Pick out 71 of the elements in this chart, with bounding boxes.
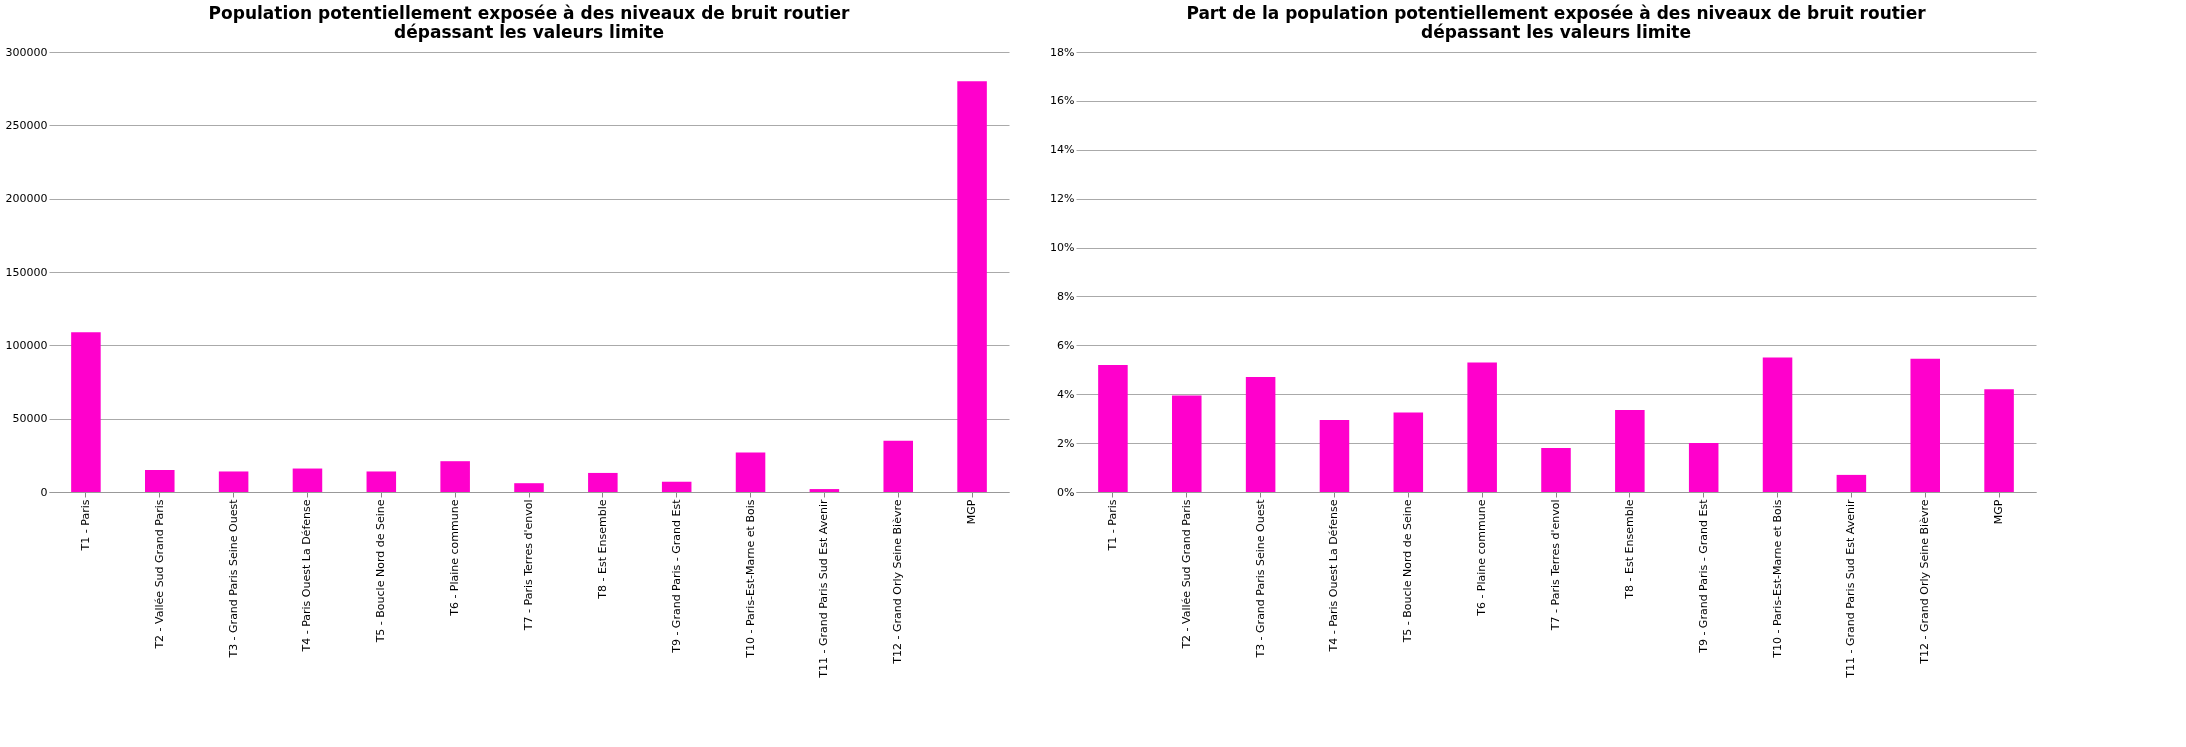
- bar: [1984, 389, 2014, 492]
- y-tick-label: 150000: [5, 265, 48, 279]
- x-tick-label: T12 - Grand Orly Seine Bièvre: [891, 499, 905, 665]
- y-tick-label: 4%: [1057, 387, 1075, 401]
- bar: [661, 481, 692, 492]
- bar: [1393, 412, 1424, 492]
- chart-title: Population potentiellement exposée à des niveaux de bruit routier dépassant les valeurs limite: [208, 3, 850, 42]
- bar: [1467, 362, 1497, 492]
- bar: [145, 470, 175, 492]
- y-tick-label: 100000: [5, 338, 48, 352]
- bar: [1615, 410, 1645, 492]
- x-tick-label: T11 - Grand Paris Sud Est Avenir: [817, 499, 831, 679]
- bar: [1098, 364, 1128, 492]
- x-tick-label: MGP: [965, 499, 979, 525]
- x-tick-label: T9 - Grand Paris - Grand Est: [1696, 498, 1710, 654]
- x-tick-label: T3 - Grand Paris Seine Ouest: [226, 498, 240, 659]
- bar: [883, 440, 913, 492]
- bar: [1541, 448, 1571, 492]
- bar: [809, 489, 840, 492]
- x-tick-label: T2 - Vallée Sud Grand Paris: [152, 499, 166, 650]
- x-tick-label: T12 - Grand Orly Seine Bièvre: [1918, 499, 1932, 665]
- x-tick-label: T5 - Boucle Nord de Seine: [374, 499, 388, 644]
- x-tick-label: T11 - Grand Paris Sud Est Avenir: [1844, 499, 1858, 679]
- bar: [1245, 377, 1276, 492]
- bar: [292, 468, 323, 492]
- y-tick-label: 300000: [5, 45, 48, 59]
- y-tick-label: 0: [40, 485, 48, 499]
- x-tick-label: T8 - Est Ensemble: [1622, 499, 1636, 600]
- y-tick-label: 2%: [1057, 436, 1075, 450]
- chart-title: Part de la population potentiellement exposée à des niveaux de bruit routier dépassant les valeurs limite: [1186, 3, 1927, 42]
- x-tick-label: T8 - Est Ensemble: [595, 499, 609, 600]
- x-tick-label: T10 - Paris-Est-Marne et Bois: [743, 499, 757, 659]
- x-tick-label: T7 - Paris Terres d'envol: [522, 499, 535, 632]
- bar: [1172, 395, 1202, 492]
- x-tick-label: T9 - Grand Paris - Grand Est: [669, 498, 683, 654]
- x-tick-label: MGP: [1992, 499, 2006, 525]
- x-tick-label: T7 - Paris Terres d'envol: [1549, 499, 1562, 632]
- x-tick-label: T3 - Grand Paris Seine Ouest: [1253, 498, 1267, 659]
- y-tick-label: 250000: [5, 118, 48, 132]
- bar: [440, 461, 470, 492]
- bar: [957, 81, 987, 492]
- x-tick-label: T1 - Paris: [78, 499, 92, 552]
- bar: [514, 483, 544, 492]
- x-tick-label: T4 - Paris Ouest La Défense: [1327, 499, 1341, 653]
- bar: [588, 472, 618, 492]
- y-tick-label: 200000: [5, 192, 48, 206]
- x-tick-label: T10 - Paris-Est-Marne et Bois: [1770, 499, 1784, 659]
- bar: [1762, 357, 1793, 492]
- y-tick-label: 6%: [1057, 338, 1075, 352]
- x-tick-label: T6 - Plaine commune: [448, 499, 462, 617]
- y-tick-label: 10%: [1050, 241, 1075, 255]
- bar: [735, 452, 766, 492]
- y-tick-label: 18%: [1050, 45, 1075, 59]
- bar: [1836, 474, 1867, 492]
- x-tick-label: T6 - Plaine commune: [1475, 499, 1489, 617]
- y-tick-label: 14%: [1050, 143, 1075, 157]
- bar: [366, 471, 397, 492]
- y-tick-label: 50000: [12, 412, 48, 426]
- y-tick-label: 16%: [1050, 94, 1075, 108]
- x-tick-label: T4 - Paris Ouest La Défense: [300, 499, 314, 653]
- y-tick-label: 12%: [1050, 192, 1075, 206]
- bar: [218, 471, 249, 492]
- bar: [1319, 419, 1350, 492]
- bar: [71, 332, 101, 492]
- x-tick-label: T5 - Boucle Nord de Seine: [1401, 499, 1415, 644]
- bar: [1688, 443, 1719, 492]
- y-tick-label: 0%: [1057, 485, 1075, 499]
- y-tick-label: 8%: [1057, 289, 1075, 303]
- x-tick-label: T1 - Paris: [1105, 499, 1119, 552]
- bar: [1910, 358, 1940, 492]
- x-tick-label: T2 - Vallée Sud Grand Paris: [1179, 499, 1193, 650]
